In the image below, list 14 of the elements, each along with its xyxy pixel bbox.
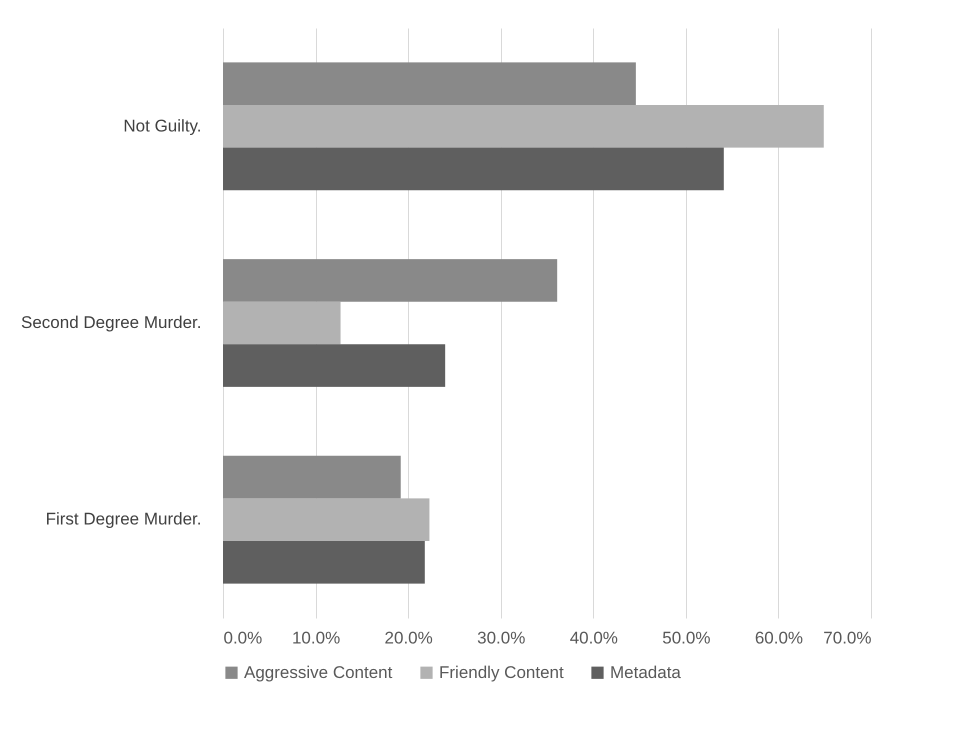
x-tick-label: 50.0% [662,628,710,648]
x-tick-label: 60.0% [754,628,804,648]
x-tick-label: 20.0% [384,628,433,648]
y-tick-label: Not Guilty. [123,116,202,136]
legend-label: Friendly Content [439,662,564,682]
y-tick-label: First Degree Murder. [46,510,202,529]
x-tick-label: 40.0% [570,628,618,648]
x-tick-label: 30.0% [477,628,526,648]
legend-label: Aggressive Content [244,662,393,682]
x-tick-label: 10.0% [292,628,340,648]
x-tick-label: 70.0% [823,628,872,648]
x-tick-label: 0.0% [224,628,262,648]
y-tick-label: Second Degree Murder. [21,313,202,332]
legend-label: Metadata [610,662,682,682]
